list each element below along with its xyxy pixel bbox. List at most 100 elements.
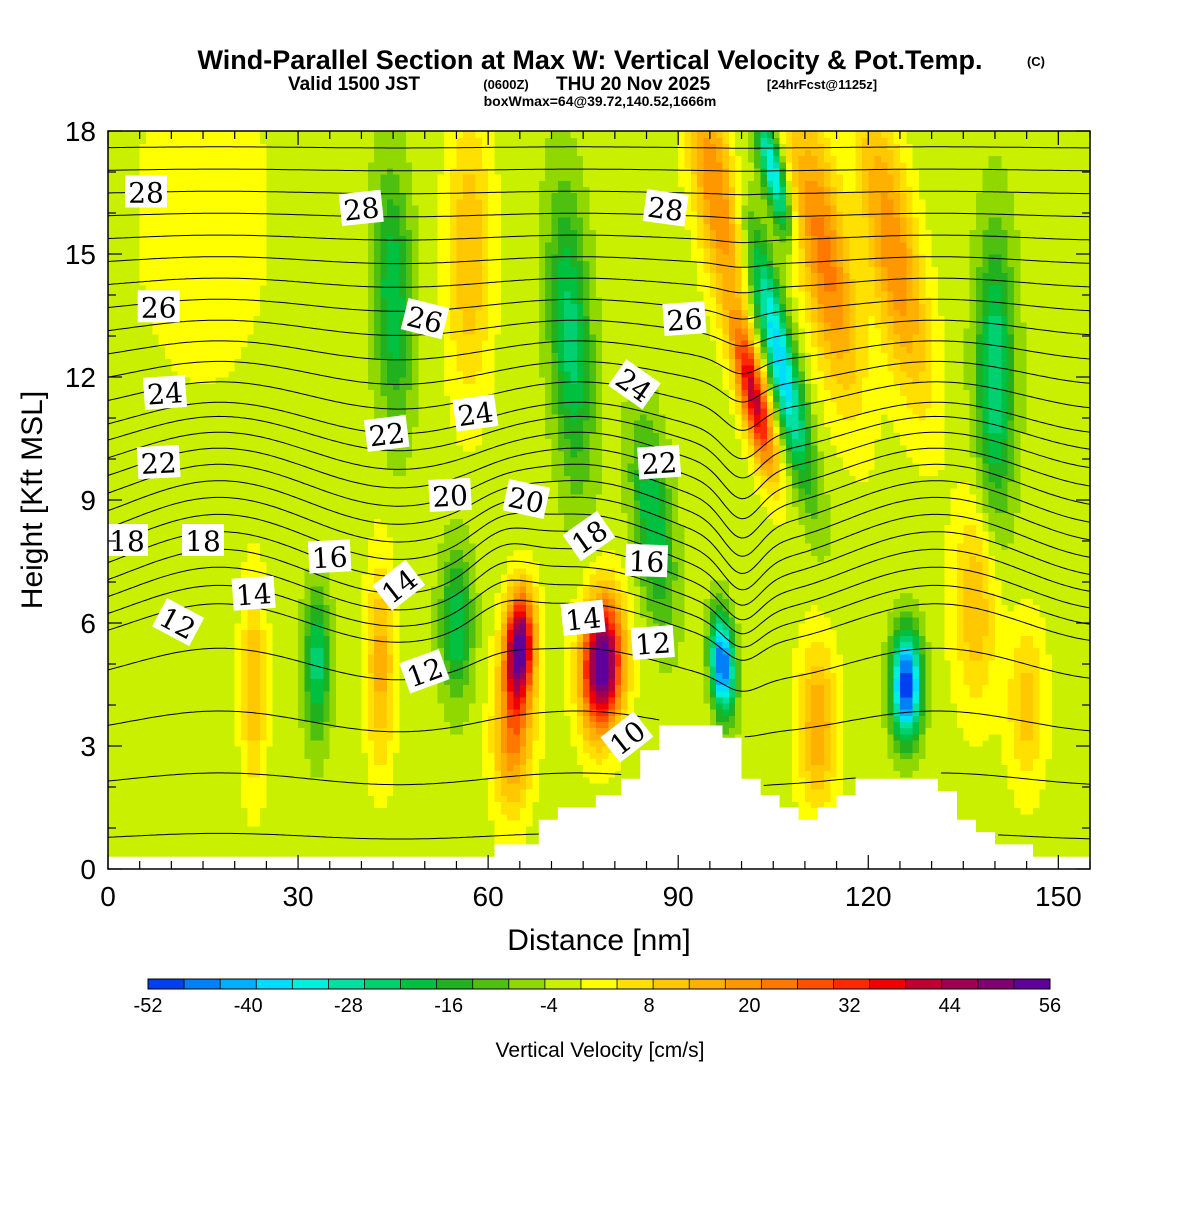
w-cell — [310, 161, 318, 169]
w-cell — [203, 161, 210, 169]
w-cell — [222, 155, 229, 163]
w-cell — [209, 247, 217, 255]
w-cell — [241, 204, 248, 212]
w-cell — [127, 727, 134, 735]
w-cell — [310, 623, 318, 630]
w-cell — [323, 303, 331, 310]
w-cell — [215, 746, 223, 753]
w-cell — [171, 770, 179, 778]
w-cell — [203, 456, 210, 464]
w-cell — [266, 543, 274, 550]
w-cell — [260, 346, 267, 353]
w-cell — [317, 709, 325, 716]
w-cell — [304, 524, 312, 532]
w-cell — [247, 610, 255, 618]
w-cell — [222, 727, 229, 735]
w-cell — [120, 377, 128, 384]
w-cell — [165, 487, 172, 495]
w-cell — [139, 161, 147, 169]
w-cell — [234, 315, 242, 323]
w-cell — [298, 727, 305, 735]
w-cell — [285, 672, 293, 679]
w-cell — [298, 143, 305, 151]
w-cell — [114, 383, 122, 390]
w-cell — [114, 137, 122, 144]
w-cell — [317, 420, 325, 427]
w-cell — [329, 204, 337, 212]
w-cell — [222, 432, 229, 440]
w-cell — [266, 832, 274, 839]
w-cell — [171, 746, 179, 753]
w-cell — [355, 241, 363, 249]
w-cell — [228, 186, 236, 194]
w-cell — [120, 715, 128, 722]
w-cell — [177, 290, 185, 298]
w-cell — [127, 739, 134, 747]
w-cell — [171, 678, 179, 686]
w-cell — [279, 721, 286, 729]
w-cell — [298, 746, 305, 753]
w-cell — [298, 641, 305, 649]
w-cell — [241, 358, 248, 366]
w-cell — [304, 604, 312, 612]
w-cell — [291, 254, 299, 261]
w-cell — [152, 690, 160, 698]
w-cell — [196, 389, 204, 397]
w-cell — [177, 161, 185, 169]
w-cell — [234, 610, 242, 618]
w-cell — [215, 770, 223, 778]
w-cell — [120, 481, 128, 489]
w-cell — [215, 481, 223, 489]
w-cell — [336, 623, 344, 630]
w-cell — [171, 358, 179, 366]
w-cell — [367, 813, 375, 821]
w-cell — [234, 438, 242, 446]
w-cell — [272, 167, 280, 175]
w-cell — [158, 647, 166, 655]
w-cell — [310, 733, 318, 741]
w-cell — [184, 598, 191, 606]
w-cell — [266, 303, 274, 310]
w-cell — [146, 284, 153, 292]
w-cell — [234, 327, 242, 335]
w-cell — [108, 512, 115, 520]
w-cell — [241, 407, 248, 415]
w-cell — [272, 444, 280, 452]
w-cell — [336, 604, 344, 612]
w-cell — [196, 438, 204, 446]
w-cell — [323, 463, 331, 470]
w-cell — [215, 278, 223, 286]
w-cell — [146, 333, 153, 341]
w-cell — [146, 586, 153, 593]
w-cell — [304, 180, 312, 187]
w-cell — [285, 659, 293, 667]
w-cell — [152, 327, 160, 335]
w-cell — [234, 167, 242, 175]
w-cell — [279, 715, 286, 722]
w-cell — [348, 715, 356, 722]
w-cell — [133, 456, 141, 464]
valid-time: Valid 1500 JST — [288, 74, 420, 95]
w-cell — [342, 260, 350, 267]
w-cell — [190, 290, 198, 298]
w-cell — [203, 364, 210, 372]
w-cell — [272, 758, 280, 766]
w-cell — [114, 450, 122, 458]
w-cell — [139, 500, 147, 507]
w-cell — [279, 413, 286, 421]
w-cell — [272, 364, 280, 372]
w-cell — [146, 278, 153, 286]
w-cell — [234, 789, 242, 796]
w-cell — [120, 801, 128, 809]
w-cell — [133, 223, 141, 230]
w-cell — [310, 610, 318, 618]
w-cell — [253, 346, 261, 353]
w-cell — [361, 487, 369, 495]
w-cell — [120, 721, 128, 729]
w-cell — [133, 500, 141, 507]
w-cell — [215, 284, 223, 292]
w-cell — [336, 579, 344, 587]
w-cell — [367, 573, 375, 581]
w-cell — [323, 573, 331, 581]
w-cell — [279, 149, 286, 157]
